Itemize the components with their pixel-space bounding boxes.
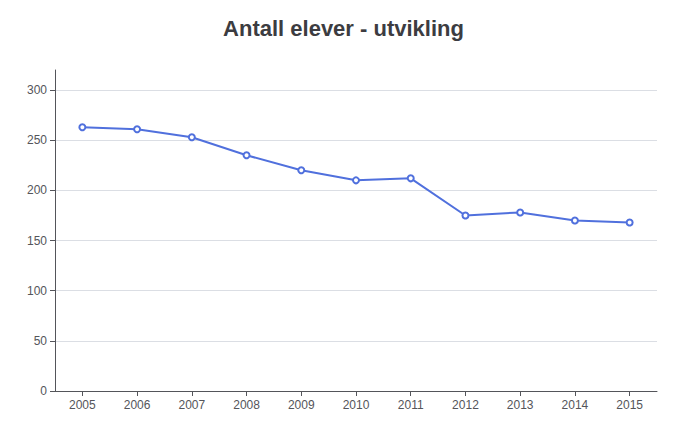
svg-text:2010: 2010: [343, 398, 370, 412]
svg-text:50: 50: [34, 334, 48, 348]
svg-text:2006: 2006: [124, 398, 151, 412]
svg-text:250: 250: [27, 133, 47, 147]
svg-text:100: 100: [27, 284, 47, 298]
svg-text:2014: 2014: [562, 398, 589, 412]
svg-text:2007: 2007: [178, 398, 205, 412]
svg-text:150: 150: [27, 234, 47, 248]
svg-text:2012: 2012: [452, 398, 479, 412]
svg-text:0: 0: [40, 384, 47, 398]
svg-text:2013: 2013: [507, 398, 534, 412]
svg-text:2009: 2009: [288, 398, 315, 412]
svg-text:2011: 2011: [398, 398, 424, 412]
svg-text:2015: 2015: [616, 398, 643, 412]
svg-text:2005: 2005: [69, 398, 96, 412]
svg-text:Antall elever - utvikling: Antall elever - utvikling: [223, 16, 464, 41]
svg-text:300: 300: [27, 83, 47, 97]
svg-text:2008: 2008: [233, 398, 260, 412]
svg-text:200: 200: [27, 183, 47, 197]
